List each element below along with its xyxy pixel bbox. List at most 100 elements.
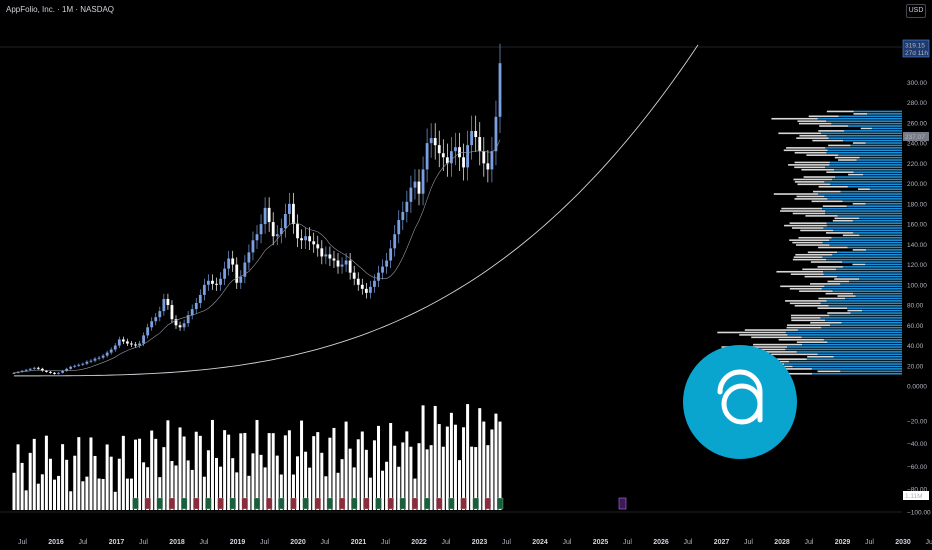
- candles-group: [12, 43, 502, 375]
- profile-bar: [853, 110, 902, 113]
- profile-bar: [842, 261, 902, 263]
- time-tick-label: 2025: [593, 539, 609, 546]
- volume-bar: [210, 419, 214, 510]
- time-tick-label: Jul: [442, 539, 451, 546]
- currency-button[interactable]: USD: [906, 4, 926, 18]
- volume-bar: [296, 456, 299, 510]
- candle-body: [316, 244, 320, 249]
- profile-bar-secondary: [826, 171, 854, 173]
- volume-bar: [328, 437, 332, 510]
- candle-body: [425, 143, 429, 170]
- time-tick-label: 2016: [48, 539, 64, 546]
- profile-bar-secondary: [797, 120, 827, 122]
- volume-bar: [219, 466, 223, 510]
- volume-bar: [401, 442, 405, 510]
- profile-bar-secondary: [811, 200, 843, 203]
- profile-bar: [823, 338, 902, 341]
- volume-bar: [312, 436, 316, 510]
- profile-bar: [825, 212, 902, 215]
- profile-bar: [867, 113, 902, 115]
- profile-bar-secondary: [788, 164, 830, 166]
- time-tick-label: Jul: [563, 539, 572, 546]
- volume-bar: [441, 446, 445, 510]
- profile-bar-secondary: [798, 236, 832, 239]
- candle-body: [97, 357, 101, 359]
- candle-body: [166, 298, 170, 306]
- profile-bar-secondary: [783, 149, 828, 152]
- volume-bar: [77, 437, 81, 510]
- profile-bar: [842, 266, 902, 268]
- candle-body: [308, 236, 312, 242]
- profile-bar-secondary: [837, 295, 856, 297]
- candle-body: [12, 372, 16, 374]
- earnings-flag: [156, 497, 163, 510]
- candle-body: [401, 211, 405, 221]
- profile-bar-secondary: [753, 343, 803, 346]
- volume-bar: [364, 449, 368, 510]
- earnings-flag: [338, 497, 346, 510]
- profile-bar: [831, 122, 902, 125]
- volume-bar: [150, 430, 154, 510]
- profile-bar-secondary: [795, 253, 833, 256]
- volume-bar: [53, 479, 56, 510]
- time-tick-label: 2019: [230, 539, 246, 546]
- volume-bar: [44, 435, 48, 510]
- profile-bar: [825, 210, 902, 212]
- profile-bar: [842, 200, 902, 203]
- candle-body: [360, 284, 364, 289]
- volume-bar: [255, 420, 259, 510]
- profile-bar: [802, 343, 902, 346]
- candle-body: [158, 311, 162, 318]
- profile-bar: [865, 202, 902, 205]
- profile-bar: [859, 217, 902, 220]
- profile-bar-secondary: [796, 341, 828, 343]
- profile-bar: [853, 171, 902, 173]
- volume-bar: [85, 476, 89, 510]
- profile-bar-secondary: [771, 372, 812, 375]
- candle-body: [397, 220, 401, 235]
- volume-bar: [368, 477, 372, 510]
- profile-bar-secondary: [773, 193, 819, 195]
- profile-bar-secondary: [784, 224, 827, 227]
- candle-body: [117, 339, 121, 346]
- volume-bar: [125, 478, 129, 510]
- volume-bar: [162, 447, 166, 510]
- profile-bar-secondary: [804, 275, 838, 278]
- profile-bar: [830, 183, 902, 186]
- time-tick-label: 2021: [351, 539, 367, 546]
- profile-bar: [823, 273, 902, 275]
- profile-bar: [822, 241, 902, 244]
- chart-title: AppFolio, Inc. · 1M · NASDAQ: [6, 5, 115, 14]
- profile-bar-secondary: [797, 183, 831, 186]
- volume-bar: [61, 444, 65, 510]
- profile-bar: [825, 319, 902, 322]
- earnings-flag: [387, 497, 394, 510]
- candle-body: [283, 213, 287, 229]
- profile-bar: [825, 166, 902, 169]
- volume-bar: [40, 474, 44, 510]
- volume-bar: [421, 405, 425, 510]
- earnings-flag: [290, 497, 297, 510]
- logo-glyph: [717, 369, 763, 425]
- profile-bar: [825, 147, 902, 149]
- profile-bar: [833, 355, 902, 358]
- time-tick-label: Ju: [926, 539, 932, 546]
- candle-body: [53, 372, 56, 374]
- candle-body: [121, 339, 125, 342]
- profile-bar: [850, 312, 902, 314]
- time-tick-label: 2029: [835, 539, 851, 546]
- volume-bar: [117, 458, 121, 510]
- profile-bar: [831, 178, 902, 181]
- price-tick-label: −80.00: [907, 487, 927, 494]
- candle-body: [259, 224, 263, 235]
- earnings-flag: [399, 497, 406, 510]
- profile-bar: [785, 331, 902, 334]
- profile-bar: [831, 236, 902, 239]
- volume-bar: [182, 436, 186, 510]
- time-tick-label: Jul: [684, 539, 693, 546]
- price-tick-label: 80.00: [907, 303, 924, 310]
- time-tick-label: 2020: [290, 539, 306, 546]
- candle-body: [211, 280, 214, 284]
- profile-bar: [847, 307, 902, 309]
